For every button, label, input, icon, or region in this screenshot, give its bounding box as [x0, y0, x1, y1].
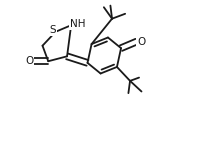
Text: S: S — [49, 25, 56, 35]
Text: O: O — [137, 37, 145, 47]
Text: O: O — [26, 56, 34, 66]
Text: NH: NH — [70, 19, 85, 29]
